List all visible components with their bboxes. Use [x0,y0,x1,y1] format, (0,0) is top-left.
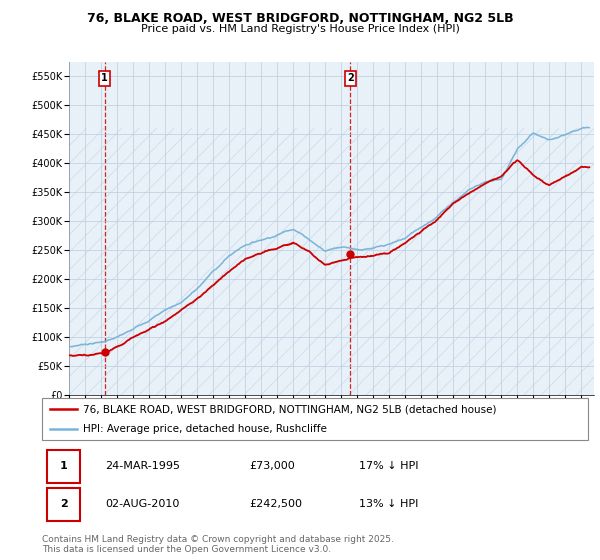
Text: HPI: Average price, detached house, Rushcliffe: HPI: Average price, detached house, Rush… [83,424,327,434]
FancyBboxPatch shape [42,398,588,440]
FancyBboxPatch shape [47,488,80,521]
Text: Price paid vs. HM Land Registry's House Price Index (HPI): Price paid vs. HM Land Registry's House … [140,24,460,34]
Text: 1: 1 [60,461,68,471]
Text: 13% ↓ HPI: 13% ↓ HPI [359,499,418,509]
Text: 17% ↓ HPI: 17% ↓ HPI [359,461,418,471]
Text: 2: 2 [347,73,354,83]
Text: 76, BLAKE ROAD, WEST BRIDGFORD, NOTTINGHAM, NG2 5LB (detached house): 76, BLAKE ROAD, WEST BRIDGFORD, NOTTINGH… [83,404,496,414]
Text: 76, BLAKE ROAD, WEST BRIDGFORD, NOTTINGHAM, NG2 5LB: 76, BLAKE ROAD, WEST BRIDGFORD, NOTTINGH… [86,12,514,25]
Text: 1: 1 [101,73,108,83]
Text: 24-MAR-1995: 24-MAR-1995 [105,461,180,471]
Text: £242,500: £242,500 [250,499,302,509]
Text: 02-AUG-2010: 02-AUG-2010 [105,499,179,509]
Text: £73,000: £73,000 [250,461,295,471]
Text: Contains HM Land Registry data © Crown copyright and database right 2025.
This d: Contains HM Land Registry data © Crown c… [42,535,394,554]
FancyBboxPatch shape [47,450,80,483]
Text: 2: 2 [60,499,68,509]
